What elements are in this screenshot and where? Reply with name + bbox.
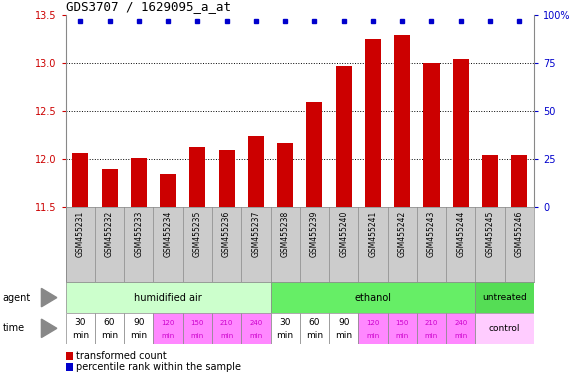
Text: ethanol: ethanol bbox=[355, 293, 392, 303]
Bar bbox=[475, 313, 534, 344]
Text: GSM455245: GSM455245 bbox=[485, 210, 494, 257]
Text: 90: 90 bbox=[133, 318, 144, 327]
Text: 210: 210 bbox=[425, 320, 438, 326]
Text: min: min bbox=[425, 333, 438, 339]
Text: GSM455242: GSM455242 bbox=[397, 210, 407, 257]
Bar bbox=[482, 154, 498, 207]
Bar bbox=[424, 63, 440, 207]
Text: 90: 90 bbox=[338, 318, 349, 327]
Text: min: min bbox=[162, 333, 175, 339]
Bar bbox=[394, 35, 410, 207]
Bar bbox=[446, 313, 475, 344]
Bar bbox=[190, 147, 206, 207]
Text: 120: 120 bbox=[162, 320, 175, 326]
Bar bbox=[124, 313, 154, 344]
Text: untreated: untreated bbox=[482, 293, 527, 302]
Text: min: min bbox=[220, 333, 233, 339]
Bar bbox=[365, 40, 381, 207]
Text: agent: agent bbox=[3, 293, 31, 303]
Text: control: control bbox=[489, 324, 520, 333]
Bar bbox=[154, 313, 183, 344]
Text: GSM455234: GSM455234 bbox=[163, 210, 172, 257]
Text: GDS3707 / 1629095_a_at: GDS3707 / 1629095_a_at bbox=[66, 0, 231, 13]
Text: 30: 30 bbox=[279, 318, 291, 327]
Text: GSM455239: GSM455239 bbox=[310, 210, 319, 257]
Bar bbox=[73, 152, 89, 207]
Bar bbox=[241, 313, 271, 344]
Bar bbox=[66, 313, 95, 344]
Text: 60: 60 bbox=[104, 318, 115, 327]
Text: GSM455232: GSM455232 bbox=[105, 210, 114, 257]
Text: 150: 150 bbox=[191, 320, 204, 326]
Text: percentile rank within the sample: percentile rank within the sample bbox=[76, 362, 241, 372]
Text: min: min bbox=[72, 331, 89, 341]
Text: transformed count: transformed count bbox=[76, 351, 167, 361]
Text: humidified air: humidified air bbox=[134, 293, 202, 303]
Bar bbox=[95, 313, 124, 344]
Text: GSM455235: GSM455235 bbox=[193, 210, 202, 257]
Bar bbox=[131, 159, 147, 207]
Text: GSM455231: GSM455231 bbox=[76, 210, 85, 257]
Text: GSM455233: GSM455233 bbox=[134, 210, 143, 257]
Text: min: min bbox=[396, 333, 409, 339]
Bar bbox=[271, 282, 475, 313]
Text: 150: 150 bbox=[396, 320, 409, 326]
Bar bbox=[336, 66, 352, 207]
Text: GSM455246: GSM455246 bbox=[514, 210, 524, 257]
Bar bbox=[160, 174, 176, 207]
Bar bbox=[359, 313, 388, 344]
Text: GSM455241: GSM455241 bbox=[368, 210, 377, 257]
Text: min: min bbox=[335, 331, 352, 341]
Bar bbox=[66, 363, 73, 371]
Polygon shape bbox=[42, 288, 57, 307]
Text: 30: 30 bbox=[75, 318, 86, 327]
Text: 120: 120 bbox=[366, 320, 380, 326]
Bar bbox=[271, 313, 300, 344]
Text: time: time bbox=[3, 323, 25, 333]
Bar bbox=[66, 352, 73, 360]
Bar bbox=[102, 169, 118, 207]
Bar bbox=[248, 136, 264, 207]
Bar bbox=[66, 282, 271, 313]
Bar bbox=[307, 102, 323, 207]
Text: GSM455240: GSM455240 bbox=[339, 210, 348, 257]
Text: min: min bbox=[130, 331, 147, 341]
Text: min: min bbox=[306, 331, 323, 341]
Bar bbox=[453, 58, 469, 207]
Text: 210: 210 bbox=[220, 320, 234, 326]
Bar bbox=[417, 313, 446, 344]
Bar bbox=[511, 154, 527, 207]
Text: 240: 240 bbox=[250, 320, 263, 326]
Bar bbox=[475, 282, 534, 313]
Text: min: min bbox=[191, 333, 204, 339]
Text: min: min bbox=[454, 333, 467, 339]
Text: GSM455238: GSM455238 bbox=[280, 210, 289, 257]
Bar bbox=[219, 150, 235, 207]
Polygon shape bbox=[42, 319, 57, 338]
Bar bbox=[300, 313, 329, 344]
Bar bbox=[277, 143, 293, 207]
Text: min: min bbox=[367, 333, 380, 339]
Text: 60: 60 bbox=[309, 318, 320, 327]
Text: 240: 240 bbox=[454, 320, 467, 326]
Bar bbox=[388, 313, 417, 344]
Text: min: min bbox=[276, 331, 293, 341]
Text: GSM455244: GSM455244 bbox=[456, 210, 465, 257]
Text: GSM455243: GSM455243 bbox=[427, 210, 436, 257]
Text: GSM455236: GSM455236 bbox=[222, 210, 231, 257]
Bar bbox=[329, 313, 359, 344]
Bar bbox=[183, 313, 212, 344]
Text: min: min bbox=[250, 333, 263, 339]
Bar bbox=[212, 313, 241, 344]
Text: min: min bbox=[101, 331, 118, 341]
Text: GSM455237: GSM455237 bbox=[251, 210, 260, 257]
